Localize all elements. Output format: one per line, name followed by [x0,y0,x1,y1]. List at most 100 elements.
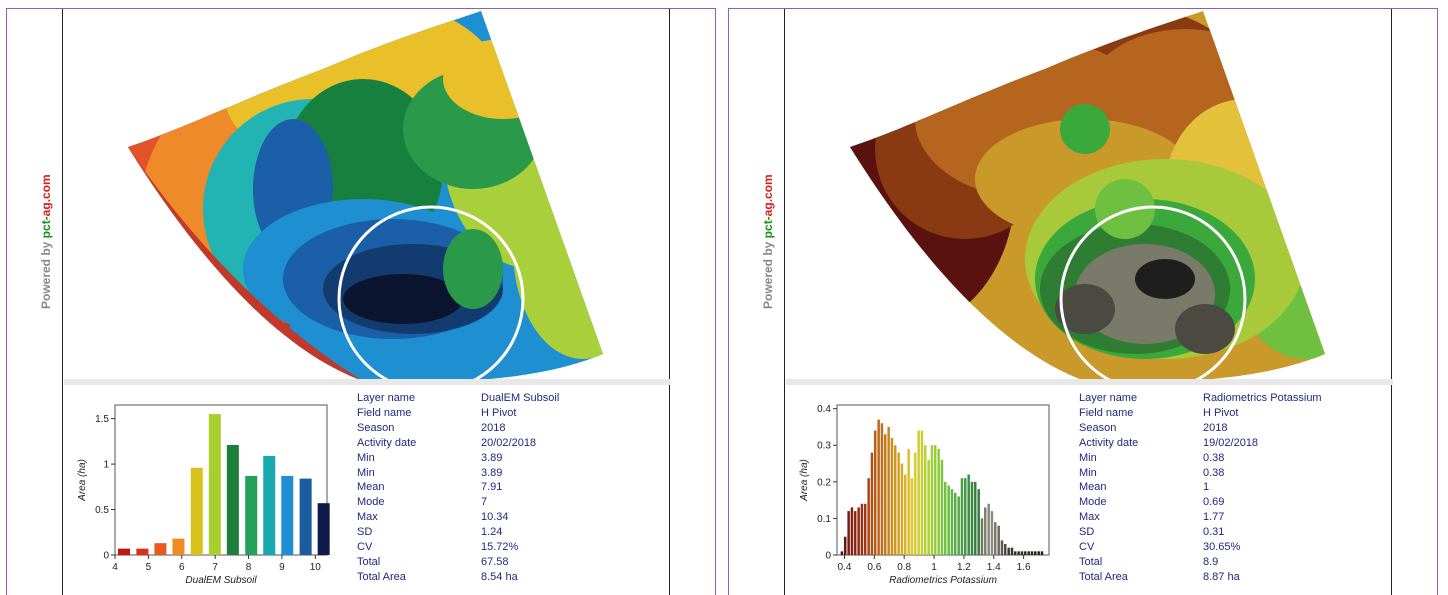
histogram-bar [997,525,1000,555]
info-label: Activity date [357,436,417,449]
histogram-bar [853,511,857,555]
info-value: 1 [1203,481,1210,494]
histogram-bar [873,430,877,555]
info-value: 15.72% [481,541,519,554]
histogram-bar [954,492,957,555]
info-label: Layer name [1079,392,1138,404]
histogram-bar [317,503,330,555]
histogram-bar [960,478,964,555]
info-row: Mode 7 [357,495,559,510]
map-zone [1060,104,1110,154]
histogram-bar [974,481,977,555]
histogram-bar [964,478,967,555]
histogram-bar [1010,547,1014,555]
info-row: Mode 0.69 [1079,495,1322,510]
info-value: H Pivot [481,406,517,419]
info-value: 30.65% [1203,541,1241,554]
map-zone [1095,179,1155,239]
left-divider [64,379,671,385]
y-tick-label: 0.4 [817,404,831,415]
histogram-bar [1007,547,1010,555]
map-zone [443,39,563,119]
histogram-bar [910,478,914,555]
radiometrics-field-map[interactable] [785,9,1393,381]
info-row: Min 0.38 [1079,451,1322,466]
histogram-bar [840,551,844,555]
info-row: Season 2018 [1079,421,1322,436]
y-tick-label: 0.1 [817,514,831,525]
histogram-bar [118,548,131,555]
info-row: SD 0.31 [1079,525,1322,540]
info-label: Min [1079,451,1097,464]
info-row: Min 3.89 [357,466,559,481]
info-value: 7 [481,496,488,509]
info-row: SD 1.24 [357,525,559,540]
info-label: Activity date [1079,436,1139,449]
x-tick-label: 1 [931,562,937,573]
x-tick-label: 9 [279,562,285,573]
info-row: Max 1.77 [1079,510,1322,525]
info-row: Min 3.89 [357,451,559,466]
info-label: Mean [357,481,385,494]
dualem-field-map[interactable] [63,9,671,381]
histogram-bar [980,518,984,555]
info-row: Min 0.38 [1079,466,1322,481]
histogram-bar [1000,540,1004,555]
histogram-bar [893,445,897,555]
info-value: 0.38 [1203,451,1225,464]
info-row: Activity date 20/02/2018 [357,436,559,451]
info-label: Mode [357,496,385,509]
histogram-bar [1014,551,1017,555]
plot-frame [114,404,328,556]
histogram-bar [850,507,854,555]
histogram-bar [172,538,185,555]
info-row: Total 8.9 [1079,555,1322,570]
info-label: Field name [1079,406,1134,419]
info-value: 1.24 [481,526,503,539]
info-row: Max 10.34 [357,510,559,525]
y-tick-label: 0 [825,551,831,562]
histogram-bar [263,455,276,555]
x-tick-label: 0.8 [897,562,911,573]
dualem-histogram: 0 0.5 1 1.5 4 5 6 7 8 9 10 DualEM Subsoil Area (ha) [77,404,330,586]
dualem-layer-info: Layer name DualEM Subsoil Field name H Pivo… [357,391,559,585]
map-zone [1135,259,1195,299]
y-tick-label: 1 [103,460,109,471]
y-tick-label: 0.2 [817,477,831,488]
histogram-bar [1030,551,1034,555]
histogram-bar [977,489,980,555]
histogram-bar [1017,551,1020,555]
histogram-bar [847,511,850,555]
map-zone [343,274,463,324]
x-axis-label: DualEM Subsoil [185,575,257,586]
info-value: 8.9 [1203,555,1219,568]
powered-by-label: Powered by pct-ag.com [39,174,53,309]
histogram-bar [883,434,887,555]
info-label: Min [357,466,375,479]
info-value: Radiometrics Potassium [1203,392,1322,404]
powered-by-label: Powered by pct-ag.com [761,174,775,309]
info-label: Min [357,451,375,464]
info-value: 3.89 [481,451,503,464]
left-map-panel: Powered by pct-ag.com 0 0.5 1 1.5 4 5 6 7 8 9 10 Du… [6,8,716,595]
histogram-bar [903,474,907,555]
x-tick-label: 1.6 [1017,562,1031,573]
info-label: CV [357,541,373,554]
histogram-bar [870,452,874,555]
histogram-bar [927,459,930,555]
info-label: Min [1079,466,1097,479]
histogram-bar [944,481,947,555]
histogram-bar [930,445,934,555]
radiometrics-layer-info: Layer name Radiometrics Potassium Field na… [1079,391,1322,585]
right-side-strip: Powered by pct-ag.com [729,9,785,595]
histogram-bar [867,478,870,555]
info-value: 10.34 [481,511,509,524]
x-tick-label: 10 [310,562,322,573]
histogram-bar [913,452,917,555]
map-zone [1175,304,1235,354]
right-divider [786,379,1393,385]
info-value: 0.31 [1203,526,1225,539]
info-row: Field name H Pivot [1079,406,1322,421]
histogram-bar [843,536,847,555]
histogram-bar [984,507,987,555]
